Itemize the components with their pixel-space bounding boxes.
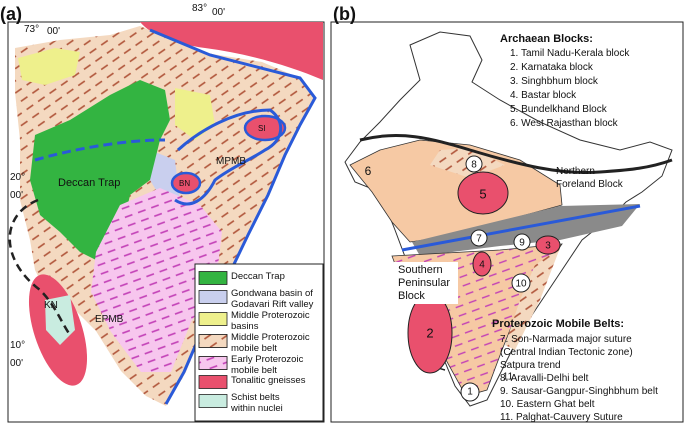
coord-deg: 83° <box>192 3 207 14</box>
legend-swatch <box>198 394 228 408</box>
boundary-line <box>401 204 641 252</box>
map-label: Southern <box>398 264 443 276</box>
legend-swatch <box>198 312 228 326</box>
legend-label: basins <box>231 321 259 332</box>
coord-deg: 10° <box>10 340 25 351</box>
tonalitic-region <box>140 22 323 80</box>
coord-min: 00' <box>10 190 23 201</box>
map-label: Foreland Block <box>556 179 624 190</box>
legend-label: Gondwana basin of <box>231 288 313 299</box>
label-box <box>394 262 458 304</box>
map-number: 2 <box>426 325 433 340</box>
basin <box>18 48 80 85</box>
map-number: 5 <box>479 186 486 201</box>
panel-b: (b) Archaean Blocks: 1. Tamil Nadu-Keral… <box>330 4 684 423</box>
list-item: 10. Eastern Ghat belt <box>500 399 595 410</box>
coord-min: 00' <box>10 358 23 369</box>
tonalitic-gneiss <box>170 171 202 195</box>
list-title: Proterozoic Mobile Belts: <box>492 318 624 330</box>
list-title: Archaean Blocks: <box>500 33 593 45</box>
basin <box>175 88 215 140</box>
dashed-boundary <box>8 198 72 336</box>
list-item: (Central Indian Tectonic zone) <box>500 347 633 358</box>
eastern-ghat <box>505 248 560 350</box>
block-ellipse <box>457 171 509 215</box>
list-item: Satpura trend <box>500 360 561 371</box>
map-label: MPMB <box>216 156 246 167</box>
coord-min: 00' <box>47 26 60 37</box>
legend-label: mobile belt <box>231 343 277 354</box>
legend-label: Godavari Rift valley <box>231 299 314 310</box>
map-label: SI <box>258 124 266 133</box>
map-label: Deccan Trap <box>58 177 120 189</box>
list-item: 7. Son-Narmada major suture <box>500 334 632 345</box>
block-ellipse <box>535 235 561 255</box>
map-number: 3 <box>545 241 551 252</box>
list-item: 5. Bundelkhand Block <box>510 104 608 115</box>
belt-circle <box>513 233 531 251</box>
map-label: KN <box>44 300 58 311</box>
map-label: Peninsular <box>398 277 450 289</box>
legend-swatch-pattern <box>198 334 228 348</box>
legend-label: Middle Proterozoic <box>231 332 310 343</box>
tonalitic-gneiss <box>243 114 287 142</box>
archaean-block <box>349 139 563 243</box>
legend-label: mobile belt <box>231 365 277 376</box>
list-item: 9. Sausar-Gangpur-Singhbhum belt <box>500 386 658 397</box>
panel-a: (a) 73° 00' 83° 00' 20° 00' 10° 00' Decc… <box>0 3 325 423</box>
legend-label: Schist belts <box>231 392 280 403</box>
list-item: 3. Singhbhum block <box>510 76 599 87</box>
legend-swatch <box>198 271 228 285</box>
list-item: 1. Tamil Nadu-Kerala block <box>510 48 630 59</box>
list-item: 4. Bastar block <box>510 90 577 101</box>
dashed-boundary <box>34 138 166 162</box>
legend-swatch-pattern <box>198 356 228 370</box>
coord-min: 00' <box>212 7 225 18</box>
legend-swatch <box>198 290 228 304</box>
panel-label: (a) <box>0 4 22 24</box>
belt-circle <box>465 155 483 173</box>
map-label: EPMB <box>95 314 124 325</box>
map-number: 9 <box>519 238 525 249</box>
map-label: Northern <box>556 166 595 177</box>
map-label: Block <box>398 290 425 302</box>
legend-label: Tonalitic gneisses <box>231 375 306 386</box>
coord-deg: 20° <box>10 172 25 183</box>
panel-label: (b) <box>333 4 356 24</box>
list-item: 8. Aravalli-Delhi belt <box>500 373 589 384</box>
legend-label: Early Proterozoic <box>231 354 304 365</box>
map-label: BN <box>179 179 190 188</box>
legend-label: Middle Proterozoic <box>231 310 310 321</box>
early-belt <box>91 188 222 372</box>
belt-circle <box>470 229 488 247</box>
legend-label: within nuclei <box>230 403 283 414</box>
list-item: 11. Palghat-Cauvery Suture <box>500 412 623 423</box>
belt-circle <box>511 273 531 293</box>
map-number: 4 <box>479 260 485 271</box>
list-item: 6. West Rajasthan block <box>510 118 619 129</box>
map-number: 6 <box>365 164 372 178</box>
deccan-trap <box>30 80 170 262</box>
map-number: 10 <box>515 279 527 290</box>
map-number: 7 <box>476 234 482 245</box>
block-circle <box>460 382 480 402</box>
block-ellipse <box>472 251 492 277</box>
legend-label: Deccan Trap <box>231 271 285 282</box>
coord-deg: 73° <box>24 24 39 35</box>
list-item: 2. Karnataka block <box>510 62 594 73</box>
suture-line <box>359 134 673 174</box>
map-number: 11 <box>503 372 514 383</box>
map-number: 1 <box>467 387 473 398</box>
legend-swatch <box>198 375 228 389</box>
map-number: 8 <box>471 160 477 171</box>
